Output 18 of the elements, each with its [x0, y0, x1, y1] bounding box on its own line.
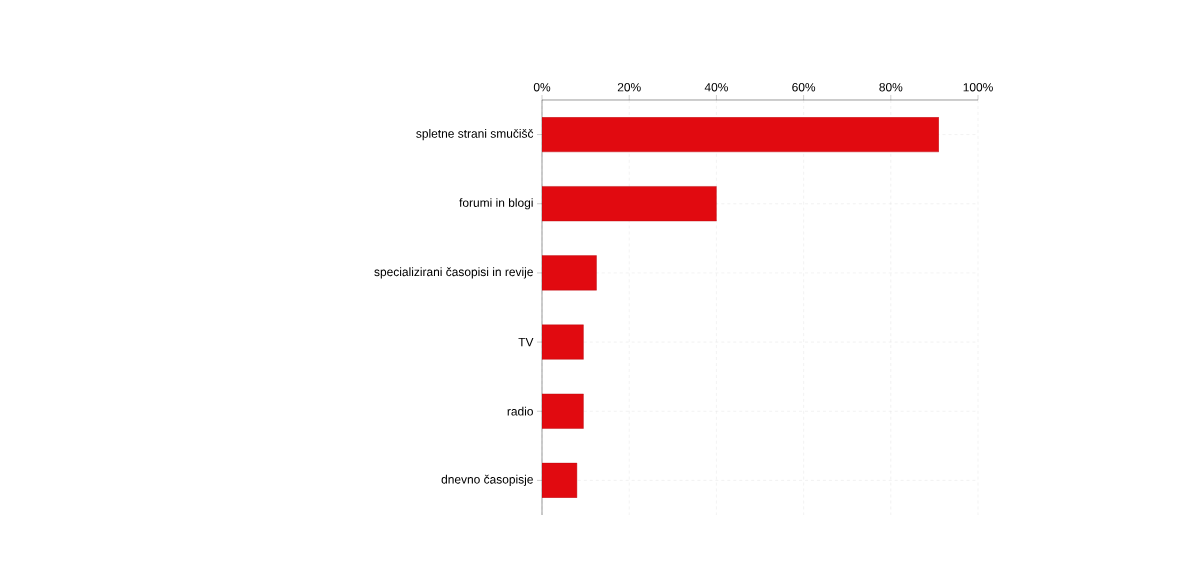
x-tick-label: 80%: [879, 83, 903, 92]
y-tick-label: spletne strani smučišč: [416, 128, 534, 141]
x-tick-label: 0%: [533, 83, 551, 92]
y-tick-label: dnevno časopisje: [441, 474, 533, 486]
bar: [542, 324, 584, 360]
y-tick-label: TV: [518, 337, 534, 347]
x-tick-label: 40%: [704, 83, 728, 92]
x-tick-label: 100%: [963, 83, 993, 92]
bar: [542, 186, 717, 222]
bar: [542, 393, 584, 429]
bar: [542, 462, 578, 498]
x-tick-label: 60%: [792, 83, 816, 92]
bar: [542, 255, 597, 291]
bar: [542, 117, 939, 153]
y-tick-label: radio: [507, 406, 533, 416]
x-tick-label: 20%: [617, 83, 641, 92]
y-tick-label: specializirani časopisi in revije: [374, 267, 533, 279]
y-tick-label: forumi in blogi: [459, 198, 533, 210]
